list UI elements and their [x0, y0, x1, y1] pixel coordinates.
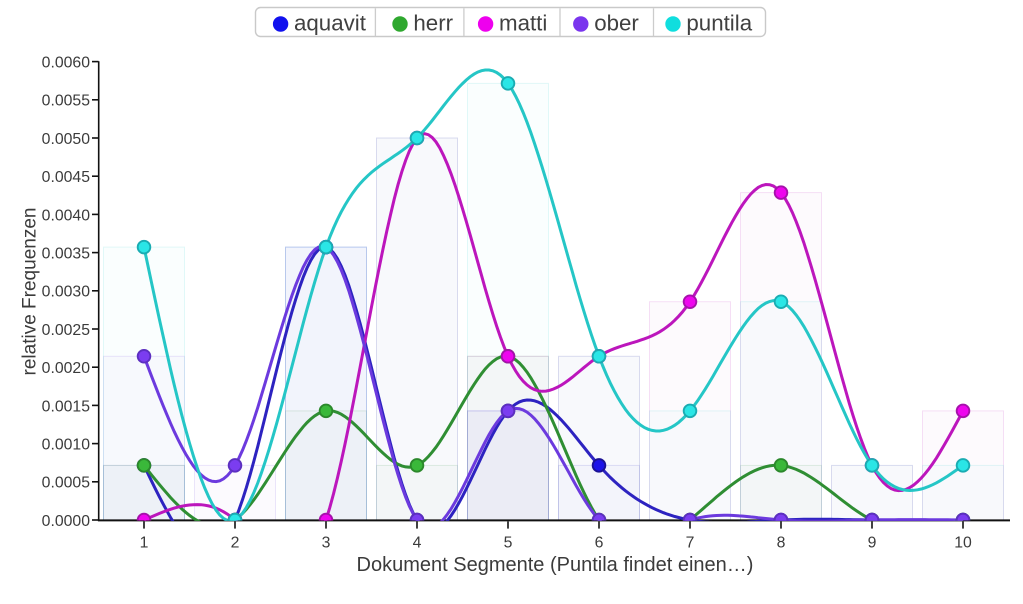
- svg-text:0.0000: 0.0000: [42, 513, 91, 530]
- svg-text:matti: matti: [499, 11, 547, 36]
- svg-text:aquavit: aquavit: [294, 11, 367, 36]
- svg-text:0.0025: 0.0025: [42, 322, 91, 339]
- svg-text:0.0020: 0.0020: [42, 360, 91, 377]
- svg-text:1: 1: [140, 535, 149, 552]
- svg-text:relative Frequenzen: relative Frequenzen: [20, 208, 41, 376]
- svg-text:ober: ober: [594, 11, 639, 36]
- svg-text:0.0060: 0.0060: [42, 55, 91, 72]
- svg-text:0.0015: 0.0015: [42, 398, 91, 415]
- svg-text:Dokument Segmente (Puntila fin: Dokument Segmente (Puntila findet einen……: [357, 554, 754, 576]
- svg-text:0.0040: 0.0040: [42, 207, 91, 224]
- svg-text:0.0055: 0.0055: [42, 93, 91, 110]
- svg-text:0.0030: 0.0030: [42, 284, 91, 301]
- svg-text:2: 2: [231, 535, 240, 552]
- svg-text:6: 6: [595, 535, 604, 552]
- svg-text:0.0035: 0.0035: [42, 246, 91, 263]
- svg-text:herr: herr: [413, 11, 453, 36]
- svg-text:5: 5: [504, 535, 513, 552]
- svg-text:3: 3: [322, 535, 331, 552]
- svg-text:0.0005: 0.0005: [42, 475, 91, 492]
- svg-text:puntila: puntila: [686, 11, 752, 36]
- svg-text:8: 8: [777, 535, 786, 552]
- svg-text:0.0010: 0.0010: [42, 437, 91, 454]
- svg-text:10: 10: [954, 535, 972, 552]
- svg-text:0.0050: 0.0050: [42, 131, 91, 148]
- svg-text:0.0045: 0.0045: [42, 169, 91, 186]
- svg-text:7: 7: [686, 535, 695, 552]
- svg-text:4: 4: [413, 535, 422, 552]
- svg-text:9: 9: [868, 535, 877, 552]
